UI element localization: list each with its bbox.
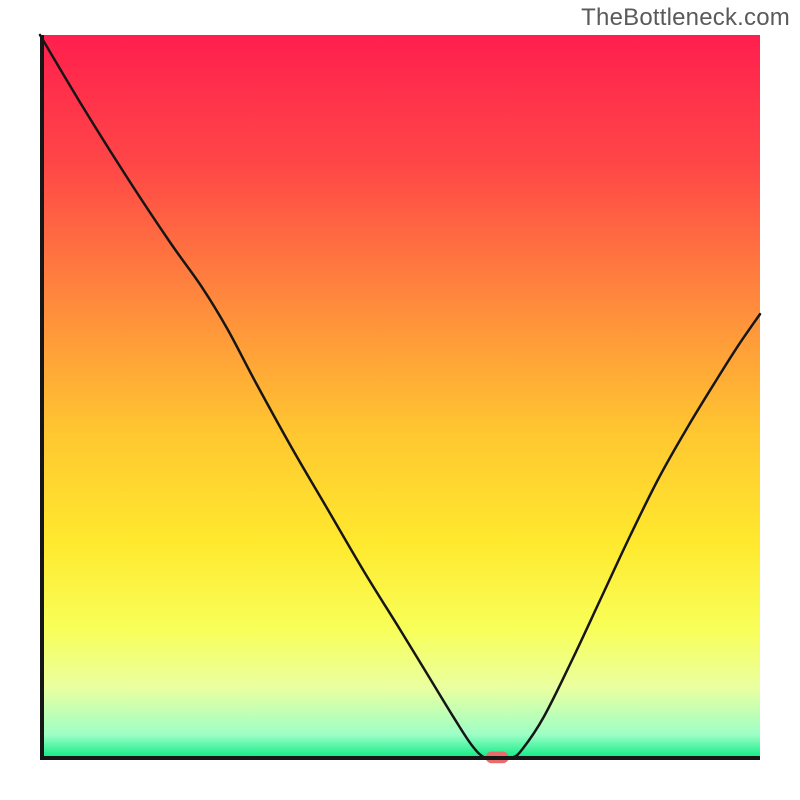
chart-svg-wrap	[0, 0, 800, 800]
bottleneck-chart	[0, 0, 800, 800]
watermark-text: TheBottleneck.com	[581, 4, 790, 32]
chart-background	[40, 35, 760, 760]
chart-container: TheBottleneck.com	[0, 0, 800, 800]
